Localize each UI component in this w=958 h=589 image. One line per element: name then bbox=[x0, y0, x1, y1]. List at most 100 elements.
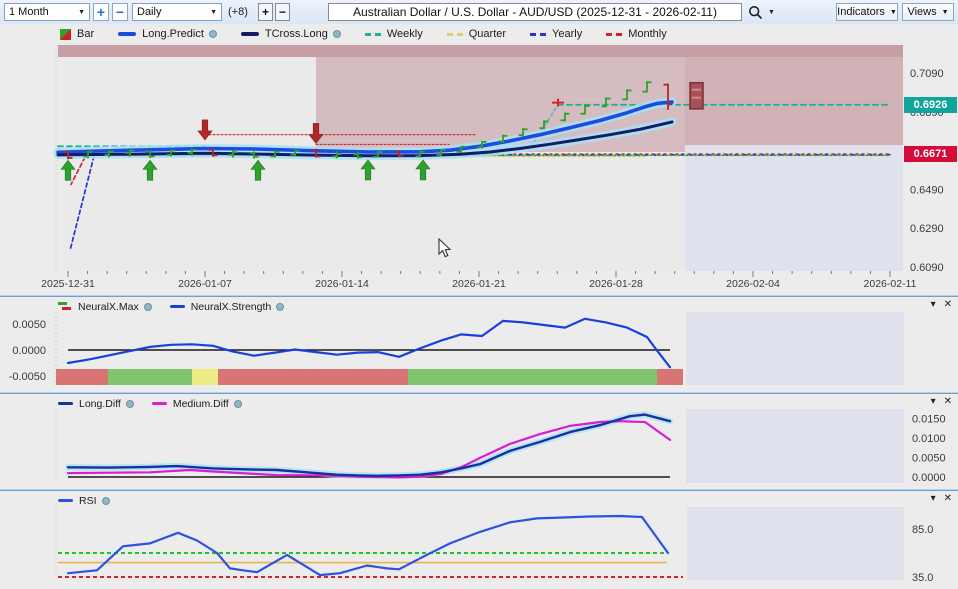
range-select[interactable]: 1 Month ▼ bbox=[4, 3, 90, 21]
rsi-panel-controls: ▾ ✕ bbox=[931, 494, 952, 504]
add-bar-button[interactable]: + bbox=[258, 3, 273, 21]
svg-text:2026-01-28: 2026-01-28 bbox=[589, 278, 643, 290]
series-settings-dot[interactable] bbox=[125, 399, 134, 408]
chevron-down-icon: ▼ bbox=[210, 8, 217, 16]
series-settings-dot[interactable] bbox=[276, 302, 285, 311]
collapse-panel-icon[interactable]: ▾ bbox=[930, 493, 936, 504]
svg-text:0.0050: 0.0050 bbox=[912, 453, 946, 465]
legend-item-medium-diff[interactable]: Medium.Diff bbox=[151, 397, 242, 410]
series-settings-dot[interactable] bbox=[208, 30, 217, 38]
period-select-value: Daily bbox=[137, 6, 162, 18]
series-swatch-icon bbox=[240, 32, 259, 36]
svg-text:0.6490: 0.6490 bbox=[910, 184, 944, 196]
predicted-candle bbox=[689, 81, 704, 110]
collapse-panel-icon[interactable]: ▾ bbox=[930, 396, 936, 407]
legend-label: Medium.Diff bbox=[172, 397, 229, 410]
close-panel-icon[interactable]: ✕ bbox=[943, 396, 952, 407]
diff-panel-controls: ▾ ✕ bbox=[931, 397, 952, 407]
svg-text:2025-12-31: 2025-12-31 bbox=[41, 278, 95, 290]
main-chart-canvas[interactable]: 2025-12-31 2026-01-07 2026-01-14 2026-01-21… bbox=[0, 24, 958, 296]
series-swatch-icon bbox=[169, 305, 185, 308]
rsi-panel-canvas[interactable]: 85.0 35.0 bbox=[0, 491, 958, 589]
series-settings-dot[interactable] bbox=[101, 496, 110, 505]
legend-item-neuralx-strength[interactable]: NeuralX.Strength bbox=[169, 300, 285, 313]
svg-text:0.6290: 0.6290 bbox=[910, 223, 944, 235]
close-panel-icon[interactable]: ✕ bbox=[943, 493, 952, 504]
chevron-down-icon: ▼ bbox=[889, 8, 897, 16]
panel-separator[interactable] bbox=[0, 489, 958, 492]
diff-panel-canvas[interactable]: 0.0150 0.0100 0.0050 0.0000 bbox=[0, 394, 958, 489]
views-menu-button[interactable]: Views ▼ bbox=[902, 3, 954, 21]
legend-item-tcross-long[interactable]: TCross.Long bbox=[240, 28, 341, 40]
svg-text:0.7090: 0.7090 bbox=[910, 68, 944, 80]
zoom-in-button[interactable]: + bbox=[93, 3, 109, 21]
legend-label: Monthly bbox=[628, 28, 667, 40]
neuralx-panel-legend: NeuralX.Max NeuralX.Strength bbox=[58, 300, 302, 313]
zoom-out-button[interactable]: − bbox=[112, 3, 128, 21]
legend-item-weekly[interactable]: Weekly bbox=[364, 28, 423, 40]
legend-label: NeuralX.Strength bbox=[190, 300, 272, 313]
legend-label: Yearly bbox=[552, 28, 583, 40]
legend-label: Long.Diff bbox=[79, 397, 121, 410]
chevron-down-icon: ▼ bbox=[941, 8, 949, 16]
series-swatch-icon bbox=[364, 32, 381, 36]
series-swatch-icon bbox=[118, 32, 137, 36]
svg-text:0.0000: 0.0000 bbox=[12, 345, 46, 357]
symbol-title-input[interactable]: Australian Dollar / U.S. Dollar - AUD/US… bbox=[328, 3, 742, 21]
main-chart-legend: Bar Long.Predict TCross.Long Weekly Quarter Y… bbox=[60, 26, 691, 42]
search-icon[interactable] bbox=[748, 3, 764, 21]
legend-label: Long.Predict bbox=[142, 28, 204, 40]
collapse-panel-icon[interactable]: ▾ bbox=[930, 299, 936, 310]
price-badge: 0.6671 bbox=[904, 146, 957, 162]
series-swatch-icon bbox=[606, 32, 623, 36]
period-select[interactable]: Daily ▼ bbox=[132, 3, 222, 21]
legend-item-long-predict[interactable]: Long.Predict bbox=[118, 28, 217, 40]
panel-separator[interactable] bbox=[0, 392, 958, 395]
search-caret-icon[interactable]: ▼ bbox=[768, 8, 775, 16]
series-settings-dot[interactable] bbox=[233, 399, 242, 408]
indicators-menu-button[interactable]: Indicators ▼ bbox=[836, 3, 898, 21]
svg-text:0.0150: 0.0150 bbox=[912, 414, 946, 426]
svg-text:0.0050: 0.0050 bbox=[12, 319, 46, 331]
bar-legend-icon bbox=[60, 28, 71, 40]
remove-bar-button[interactable]: − bbox=[275, 3, 290, 21]
svg-text:35.0: 35.0 bbox=[912, 572, 933, 584]
signal-arrows bbox=[60, 98, 564, 181]
legend-item-bar[interactable]: Bar bbox=[60, 28, 94, 40]
legend-item-long-diff[interactable]: Long.Diff bbox=[58, 398, 134, 410]
mouse-cursor bbox=[438, 238, 452, 258]
neuralx-panel-canvas[interactable]: 0.0050 0.0000 -0.0050 bbox=[0, 297, 958, 392]
svg-text:0.0000: 0.0000 bbox=[912, 472, 946, 484]
svg-text:85.0: 85.0 bbox=[912, 524, 933, 536]
price-badge: 0.6926 bbox=[904, 97, 957, 113]
chevron-down-icon: ▼ bbox=[78, 8, 85, 16]
series-swatch-icon bbox=[58, 302, 72, 311]
legend-label: Quarter bbox=[468, 28, 507, 40]
legend-item-yearly[interactable]: Yearly bbox=[530, 28, 582, 40]
legend-item-neuralx-max[interactable]: NeuralX.Max bbox=[58, 301, 152, 313]
legend-label: NeuralX.Max bbox=[78, 300, 139, 313]
svg-text:2026-02-11: 2026-02-11 bbox=[864, 278, 917, 290]
legend-label: TCross.Long bbox=[264, 28, 328, 40]
svg-text:2026-02-04: 2026-02-04 bbox=[726, 278, 780, 290]
range-select-value: 1 Month bbox=[9, 6, 49, 18]
legend-label: Bar bbox=[77, 28, 95, 40]
series-settings-dot[interactable] bbox=[143, 302, 152, 311]
legend-item-rsi[interactable]: RSI bbox=[58, 495, 110, 507]
svg-text:2026-01-07: 2026-01-07 bbox=[178, 278, 232, 290]
views-label: Views bbox=[907, 6, 937, 18]
legend-item-quarter[interactable]: Quarter bbox=[446, 28, 507, 40]
series-swatch-icon bbox=[58, 402, 73, 405]
close-panel-icon[interactable]: ✕ bbox=[943, 299, 952, 310]
legend-item-monthly[interactable]: Monthly bbox=[606, 28, 667, 40]
svg-text:0.6090: 0.6090 bbox=[910, 262, 944, 274]
series-swatch-icon bbox=[446, 32, 463, 36]
panel-separator[interactable] bbox=[0, 295, 958, 298]
bars-added-label: (+8) bbox=[228, 6, 248, 18]
svg-text:2026-01-14: 2026-01-14 bbox=[315, 278, 369, 290]
series-swatch-icon bbox=[58, 499, 73, 502]
price-bars bbox=[63, 81, 673, 160]
series-settings-dot[interactable] bbox=[332, 30, 341, 38]
diff-panel-legend: Long.Diff Medium.Diff bbox=[58, 397, 260, 410]
